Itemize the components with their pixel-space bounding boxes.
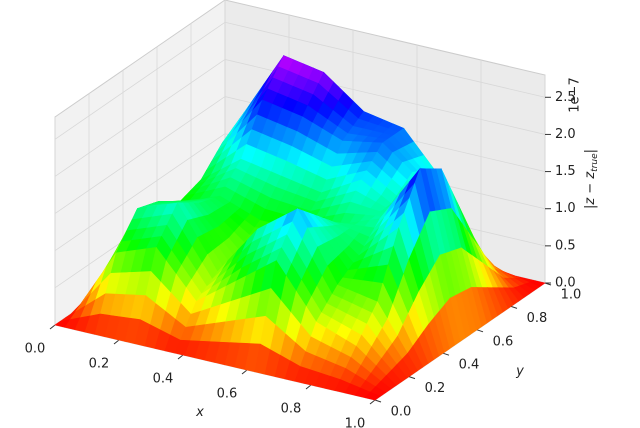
x-tick-label: 0.6	[217, 387, 238, 402]
z-tick-label: 2.0	[555, 127, 576, 142]
x-tick	[241, 369, 248, 375]
y-tick	[408, 376, 416, 380]
x-tick-label: 0.2	[89, 357, 110, 372]
x-tick	[113, 339, 120, 345]
y-tick-label: 0.6	[493, 334, 514, 349]
y-tick	[476, 329, 484, 333]
x-tick	[49, 324, 56, 330]
y-tick-label: 0.2	[425, 381, 446, 396]
labels: 0.00.20.40.60.81.00.00.20.40.60.81.00.00…	[25, 77, 600, 428]
x-tick-label: 0.0	[25, 342, 46, 357]
surface	[54, 54, 546, 401]
z-tick-label: 1.0	[555, 201, 576, 216]
y-tick	[510, 305, 518, 309]
z-axis-label: |z − ztrue|	[583, 149, 600, 209]
y-tick-label: 0.4	[459, 358, 480, 373]
y-tick	[442, 352, 450, 356]
z-tick-label: 2.5	[555, 90, 576, 105]
x-tick-label: 0.4	[153, 372, 174, 387]
y-tick-label: 1.0	[561, 288, 582, 303]
surface-patch	[364, 391, 381, 401]
y-tick-label: 0.0	[391, 405, 412, 420]
x-tick	[369, 399, 376, 405]
x-axis-label: x	[195, 405, 204, 420]
z-tick-label: 0.0	[555, 276, 576, 291]
z-offset-label: 1e−7	[568, 77, 583, 112]
x-tick-label: 1.0	[345, 417, 366, 428]
z-tick-label: 1.5	[555, 164, 576, 179]
grid-line	[54, 58, 546, 177]
x-tick-label: 0.8	[281, 402, 302, 417]
x-tick	[177, 354, 184, 360]
grid-line	[54, 21, 546, 140]
y-tick-label: 0.8	[527, 311, 548, 326]
y-axis-label: y	[515, 364, 524, 379]
grid-line	[54, 96, 546, 214]
x-tick	[305, 384, 312, 390]
y-tick	[374, 399, 382, 403]
z-label-end: |	[583, 149, 598, 153]
z-label-main: |z − z	[583, 171, 598, 209]
z-label-sub: true	[590, 153, 600, 172]
z-tick-label: 0.5	[555, 238, 576, 253]
